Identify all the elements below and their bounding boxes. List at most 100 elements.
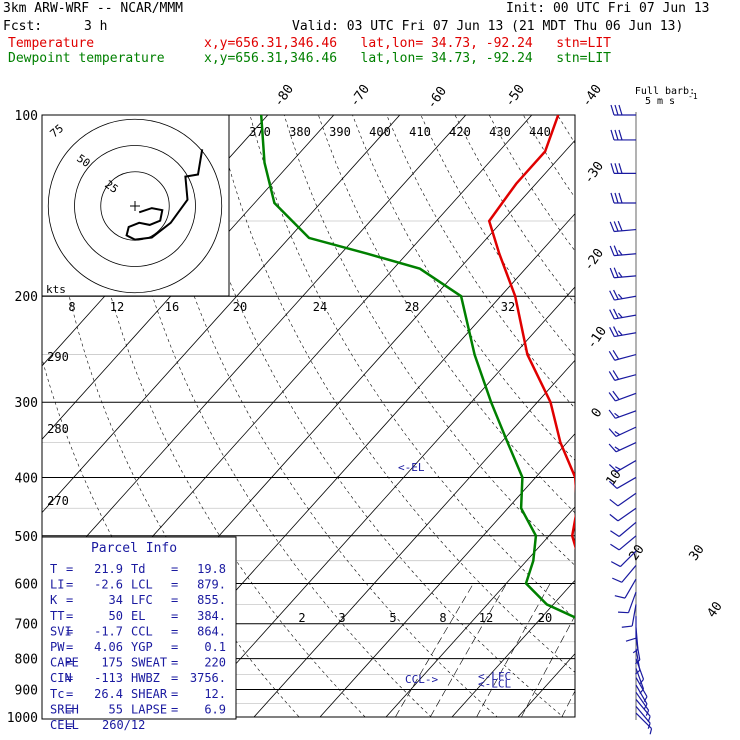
wind-barb [608,409,637,419]
wind-barb-flag [618,129,623,141]
wind-barb-flag [632,648,639,654]
theta-e-label: 430 [489,125,511,139]
hodograph-scale-label: 16 [165,300,179,314]
parcel-param-name: LFC [131,593,153,607]
parcel-param-value: 0.1 [204,640,226,654]
parcel-param-eq: = [66,609,73,623]
isotherm-line [187,286,575,717]
dry-adiabat-line [113,115,432,717]
parcel-param-name: CCL [131,624,153,638]
wind-barb-flag [608,480,618,489]
ccl-annotation: CCL-> [405,673,438,686]
wind-barb-staff [617,492,637,507]
isotherm-label: -40 [579,82,605,110]
sounding-traces [259,115,575,619]
mixing-ratio-label: 12 [479,611,493,625]
parcel-param-value: -2.6 [94,578,123,592]
pressure-label: 1000 [7,711,38,726]
wind-barb-flag [609,309,615,320]
mixing-ratio-label: 8 [439,611,446,625]
wind-barb-staff [618,521,637,537]
wind-barb-flag [618,271,623,278]
parcel-param-value: -1.7 [94,624,123,638]
isotherm-line [42,115,335,440]
mixing-ratio-line [476,583,551,717]
wind-barb-flag [610,561,621,568]
theta-e-label: 410 [409,125,431,139]
parcel-param-name: Td [131,562,145,576]
parcel-param-eq: = [66,718,73,732]
wind-barb-flag [621,625,633,628]
wind-barb-staff [635,658,645,680]
isotherm-line [517,653,575,717]
parcel-param-name: LI [50,578,64,592]
wind-barb-flag [608,428,617,437]
parcel-param-eq: = [171,702,178,716]
parcel-param-eq: = [171,562,178,576]
mixing-ratio-line [430,583,507,717]
wind-barb-flag [618,192,623,204]
wind-barb-staff [627,591,637,613]
wind-barb [614,578,637,599]
wind-barb-flag [613,267,619,278]
parcel-param-value: 3756. [190,671,226,685]
isotherm-label: -80 [271,82,297,110]
wind-barb-flag [610,543,620,551]
wind-barb [635,712,653,735]
parcel-param-value: 34 [109,593,123,607]
dewpoint-trace [259,115,575,619]
wind-barb-flag [614,446,621,451]
parcel-info-box [41,536,237,720]
wind-barb-flag [608,351,616,361]
wind-barb-flag [608,371,616,381]
wind-barb [610,192,636,204]
pressure-label: 100 [15,109,38,124]
dry-adiabat-line [592,115,740,730]
mixing-ratio-label: 5 [389,611,396,625]
parcel-param-name: HWBZ [131,671,160,685]
parcel-param-name: YGP [131,640,153,654]
parcel-param-eq: = [171,609,178,623]
wind-barb [608,441,637,453]
dry-adiabat-line [283,115,575,566]
wind-barb [610,535,637,551]
isotherm-line [253,359,575,717]
dry-adiabat-line [147,115,498,717]
wind-barb [609,326,637,338]
pressure-label: 900 [15,683,38,698]
parcel-param-eq: = [171,671,178,685]
barb-key-value: 5 m s [645,96,675,107]
wind-barb-staff [618,535,637,551]
parcel-param-name: CIN [50,671,72,685]
wind-barb-flag [617,312,623,318]
isotherm-label: -60 [424,84,450,112]
wind-barb-flag [612,577,623,583]
wind-barb-staff [635,677,648,697]
wind-barb [608,476,637,489]
wind-barb-flag [639,678,644,685]
wind-barb [610,129,636,141]
wind-barb [610,550,637,568]
isotherm-label: 40 [704,599,725,620]
wind-barb-flag [618,611,629,614]
mixing-ratio-line [561,690,575,717]
wind-barb-flag [608,443,617,453]
isotherm-label: -20 [581,246,607,274]
wind-barb [609,492,637,507]
temperature-location: x,y=656.31,346.46 lat,lon= 34.73, -92.24… [204,36,611,51]
wind-barb-staff [615,426,637,437]
forecast-hour: 3 h [84,19,108,34]
dry-adiabat-line [386,115,575,409]
dry-adiabat-line [318,115,575,514]
hodograph-ring [74,145,196,267]
wind-barb [608,460,637,473]
dry-adiabat-line [352,115,575,461]
hodograph-scale-label: 24 [313,300,327,314]
wind-barb [618,591,637,614]
parcel-info-title: Parcel Info [91,541,177,556]
wind-barb-flag [618,104,623,116]
pressure-label: 600 [15,577,38,592]
barb-key-superscript: -1 [688,92,698,101]
wind-barb-flag [610,530,620,538]
hodograph-ring [47,118,223,294]
